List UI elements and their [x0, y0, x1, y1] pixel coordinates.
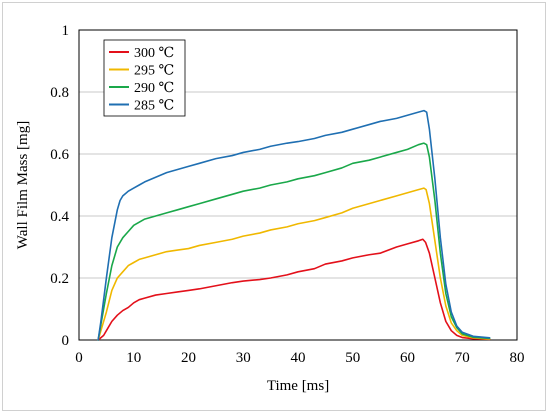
- x-tick-label: 30: [236, 350, 251, 366]
- x-tick-label: 80: [510, 350, 525, 366]
- grid-layer: [79, 91, 517, 279]
- legend: 300 ℃ 295 ℃ 290 ℃ 285 ℃: [103, 39, 186, 117]
- x-tick-label: 70: [455, 350, 470, 366]
- x-tick-label: 40: [291, 350, 306, 366]
- x-tick-label: 50: [345, 350, 360, 366]
- chart-frame: 0 0.2 0.4 0.6 0.8 1 0 10 20 30 40 50 60 70 80 Time [ms…: [2, 2, 546, 411]
- plot-area-border: [78, 29, 518, 341]
- x-tick-label: 60: [400, 350, 415, 366]
- x-tick-label: 10: [126, 350, 141, 366]
- series-line-2: [97, 142, 491, 341]
- legend-label: 300 ℃: [134, 46, 174, 61]
- y-axis-title: Wall Film Mass [mg]: [15, 121, 31, 249]
- y-tick-label: 0: [62, 333, 70, 349]
- y-tick-label: 0.2: [50, 271, 69, 287]
- tick-layer: 00.20.40.60.810 10 20 30 40 50 60 70 80: [50, 23, 524, 366]
- x-axis-title: Time [ms]: [267, 378, 329, 394]
- y-tick-label: 0.6: [50, 147, 69, 163]
- x-tick-label: 20: [181, 350, 196, 366]
- x-tick-label: 0: [75, 350, 83, 366]
- series-layer: [97, 109, 491, 341]
- series-line-0: [97, 238, 491, 341]
- wall-film-mass-chart: 00.20.40.60.810 10 20 30 40 50 60 70 80 Time [ms…: [15, 23, 525, 394]
- series-line-3: [97, 109, 491, 341]
- legend-label: 285 ℃: [134, 99, 174, 114]
- legend-label: 295 ℃: [134, 64, 174, 79]
- y-tick-label: 0.4: [50, 209, 69, 225]
- y-tick-label: 0.8: [50, 85, 69, 101]
- series-line-1: [97, 187, 491, 341]
- y-tick-label: 1: [62, 23, 70, 39]
- legend-label: 290 ℃: [134, 81, 174, 96]
